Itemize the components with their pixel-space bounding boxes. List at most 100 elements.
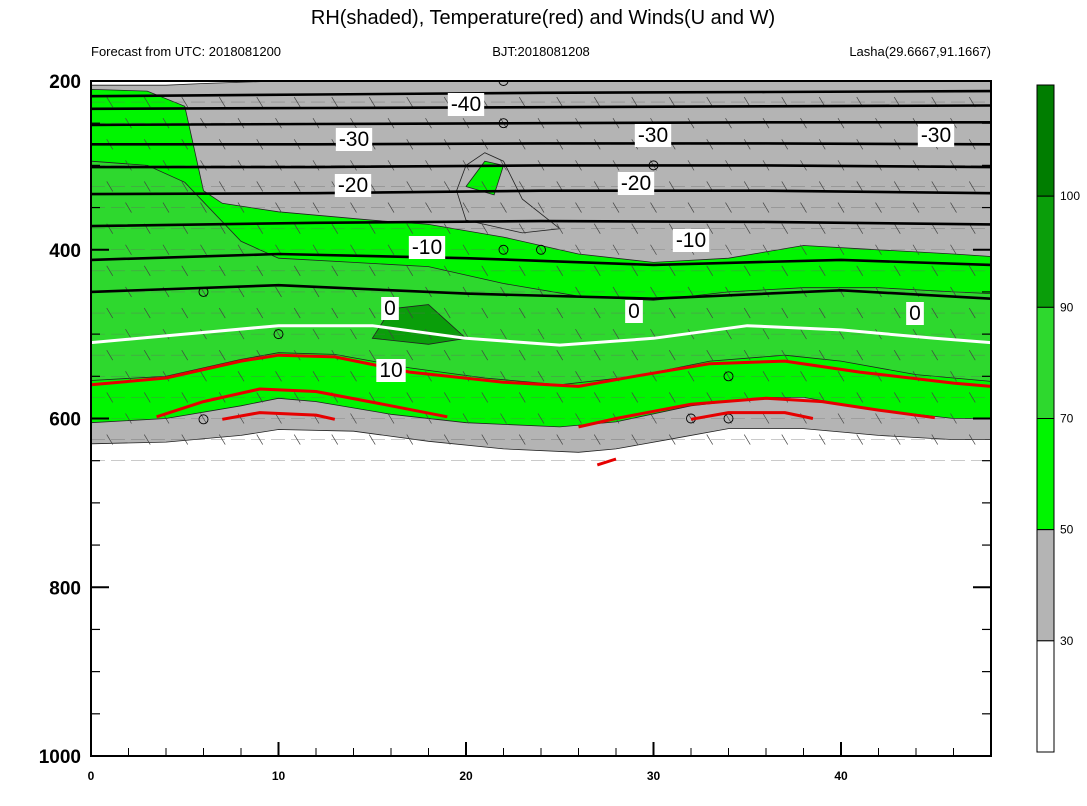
temperature-line	[91, 142, 991, 146]
wind-barb	[931, 434, 939, 445]
wind-barb	[950, 371, 957, 382]
wind-barb	[387, 328, 395, 340]
colorbar-segment	[1036, 529, 1055, 642]
wind-barb	[218, 307, 226, 319]
wind-barb	[143, 350, 151, 361]
wind-barb	[368, 350, 376, 361]
temperature-line	[91, 252, 991, 267]
wind-barb	[368, 392, 376, 403]
wind-barb	[443, 392, 451, 403]
wind-barb	[856, 307, 864, 319]
wind-barb	[125, 286, 132, 298]
wind-barb	[931, 223, 939, 234]
wind-barb	[631, 350, 639, 361]
wind-barb	[706, 434, 714, 445]
contour-label-zero-b: 0	[628, 300, 640, 323]
wind-barb	[800, 202, 807, 213]
wind-barb	[312, 244, 320, 255]
wind-barb	[687, 286, 695, 298]
wind-barb	[612, 286, 620, 298]
wind-barb	[406, 434, 414, 445]
forecast-subtitle: Forecast from UTC: 2018081200	[91, 44, 281, 59]
wind-barb	[481, 181, 489, 192]
wind-barb	[425, 202, 432, 213]
wind-barb	[650, 413, 657, 424]
wind-barb	[893, 223, 901, 234]
wind-barb	[425, 413, 432, 424]
wind-barb	[650, 202, 657, 213]
wind-barb	[893, 350, 901, 361]
wind-barb	[762, 286, 770, 298]
wind-barb	[893, 181, 901, 192]
wind-barb	[631, 392, 639, 403]
wind-barb	[593, 223, 601, 234]
wind-barb	[293, 265, 301, 277]
wind-barb	[387, 413, 395, 424]
wind-barb	[275, 371, 282, 382]
wind-barb	[256, 392, 264, 403]
wind-barb	[256, 434, 264, 445]
plot-area	[91, 81, 991, 756]
contour-label-zero-c: 0	[909, 302, 921, 325]
wind-barb	[256, 223, 264, 234]
positive-temperature-line	[156, 387, 448, 419]
wind-barb	[387, 202, 395, 213]
positive-temperature-line	[222, 411, 336, 421]
wind-barb	[631, 96, 639, 108]
wind-barb	[462, 202, 470, 213]
wind-barb	[968, 392, 976, 403]
wind-barb	[781, 307, 789, 319]
wind-barb	[106, 350, 114, 361]
temperature-contours	[91, 89, 991, 467]
wind-barb	[143, 96, 151, 108]
colorbar-segment	[1036, 195, 1055, 308]
wind-barb	[106, 265, 114, 277]
zero-degree-line	[91, 324, 991, 347]
wind-barb	[312, 286, 320, 298]
wind-barb	[256, 96, 264, 108]
wind-barb	[387, 286, 395, 298]
wind-barb	[462, 286, 470, 298]
wind-barb	[593, 392, 601, 403]
contour-label-box	[634, 124, 672, 147]
wind-barb	[125, 328, 132, 340]
colorbar-segment	[1036, 84, 1055, 197]
y-tick-label: 200	[49, 72, 81, 93]
wind-barb	[406, 392, 414, 403]
wind-barb	[912, 244, 920, 255]
wind-barb	[612, 244, 620, 255]
wind-barb	[593, 434, 601, 445]
wind-barb	[781, 350, 789, 361]
positive-temperature-line	[578, 396, 936, 429]
wind-barb	[725, 413, 732, 424]
wind-barb	[875, 413, 882, 424]
wind-barb	[762, 244, 770, 255]
wind-barb	[350, 160, 357, 171]
temperature-line	[91, 89, 991, 98]
wind-barb	[237, 328, 245, 340]
wind-barb	[856, 265, 864, 277]
wind-barb	[200, 371, 207, 382]
wind-barb	[556, 392, 564, 403]
wind-barb	[500, 413, 507, 424]
y-tick-label: 800	[49, 578, 81, 599]
wind-barb	[593, 265, 601, 277]
wind-barb	[893, 434, 901, 445]
wind-barb	[931, 307, 939, 319]
wind-barb	[125, 202, 132, 213]
wind-barb	[331, 96, 339, 108]
wind-barb	[706, 265, 714, 277]
wind-barb	[162, 371, 170, 382]
wind-barb	[818, 350, 826, 361]
wind-barb	[256, 265, 264, 277]
wind-barb	[856, 392, 864, 403]
wind-barb	[556, 223, 564, 234]
wind-barb	[125, 244, 132, 255]
wind-barb	[968, 181, 976, 192]
wind-barb	[462, 413, 470, 424]
wind-barb	[781, 223, 789, 234]
wind-barb	[237, 160, 245, 171]
wind-barb	[725, 202, 732, 213]
wind-barb	[106, 392, 114, 403]
wind-barb	[218, 265, 226, 277]
